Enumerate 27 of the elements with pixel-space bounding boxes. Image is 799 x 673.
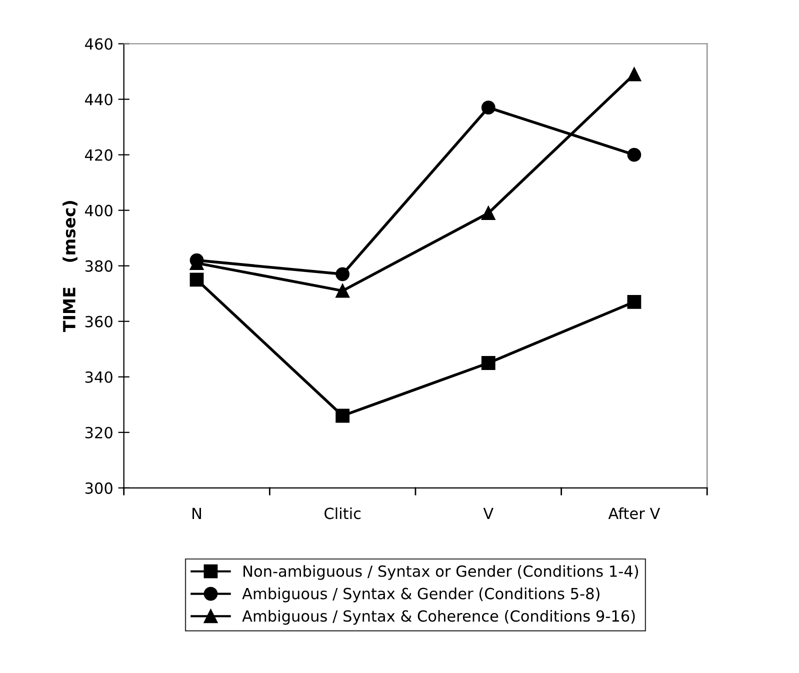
x-tick-label: After V [608,507,660,520]
y-tick-label: 320 [85,426,112,438]
point [627,148,642,162]
y-tick-label: 420 [85,149,112,161]
legend-label: Non-ambiguous / Syntax or Gender (Conditions 1-4) [244,565,638,580]
point [481,356,496,370]
y-tick-label: 360 [85,316,112,328]
x-tick-label: Clitic [324,507,361,520]
point [627,67,642,82]
point [190,272,204,287]
y-tick-label: 460 [85,38,112,50]
legend-label: Ambiguous / Syntax & Gender (Conditions 5-8) [242,588,600,602]
point [627,294,642,309]
point [481,100,496,115]
point [336,267,350,282]
point [336,284,350,298]
legend-label: Ambiguous / Syntax & Coherence (Conditions 9-16) [242,610,635,625]
y-tick-label: 300 [85,482,112,494]
x-tick-label: N [192,508,201,519]
y-tick-label: 440 [85,94,112,106]
y-axis-title: TIME (msec) [62,201,78,332]
x-tick-label: V [483,508,494,519]
y-tick-label: 380 [85,260,112,272]
point [336,408,350,423]
y-tick-label: 340 [85,371,112,383]
y-tick-label: 400 [85,204,112,216]
point [481,206,496,220]
